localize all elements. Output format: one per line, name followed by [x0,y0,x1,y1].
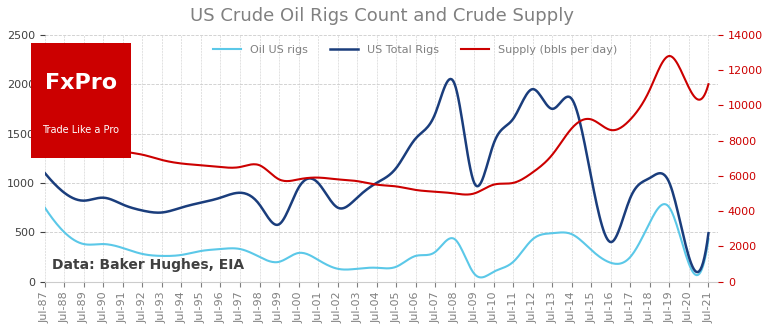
Title: US Crude Oil Rigs Count and Crude Supply: US Crude Oil Rigs Count and Crude Supply [189,7,574,25]
Text: Trade Like a Pro: Trade Like a Pro [42,124,119,135]
Legend: Oil US rigs, US Total Rigs, Supply (bbls per day): Oil US rigs, US Total Rigs, Supply (bbls… [209,40,621,59]
Text: Data: Baker Hughes, EIA: Data: Baker Hughes, EIA [52,258,243,272]
Text: FxPro: FxPro [45,73,117,93]
